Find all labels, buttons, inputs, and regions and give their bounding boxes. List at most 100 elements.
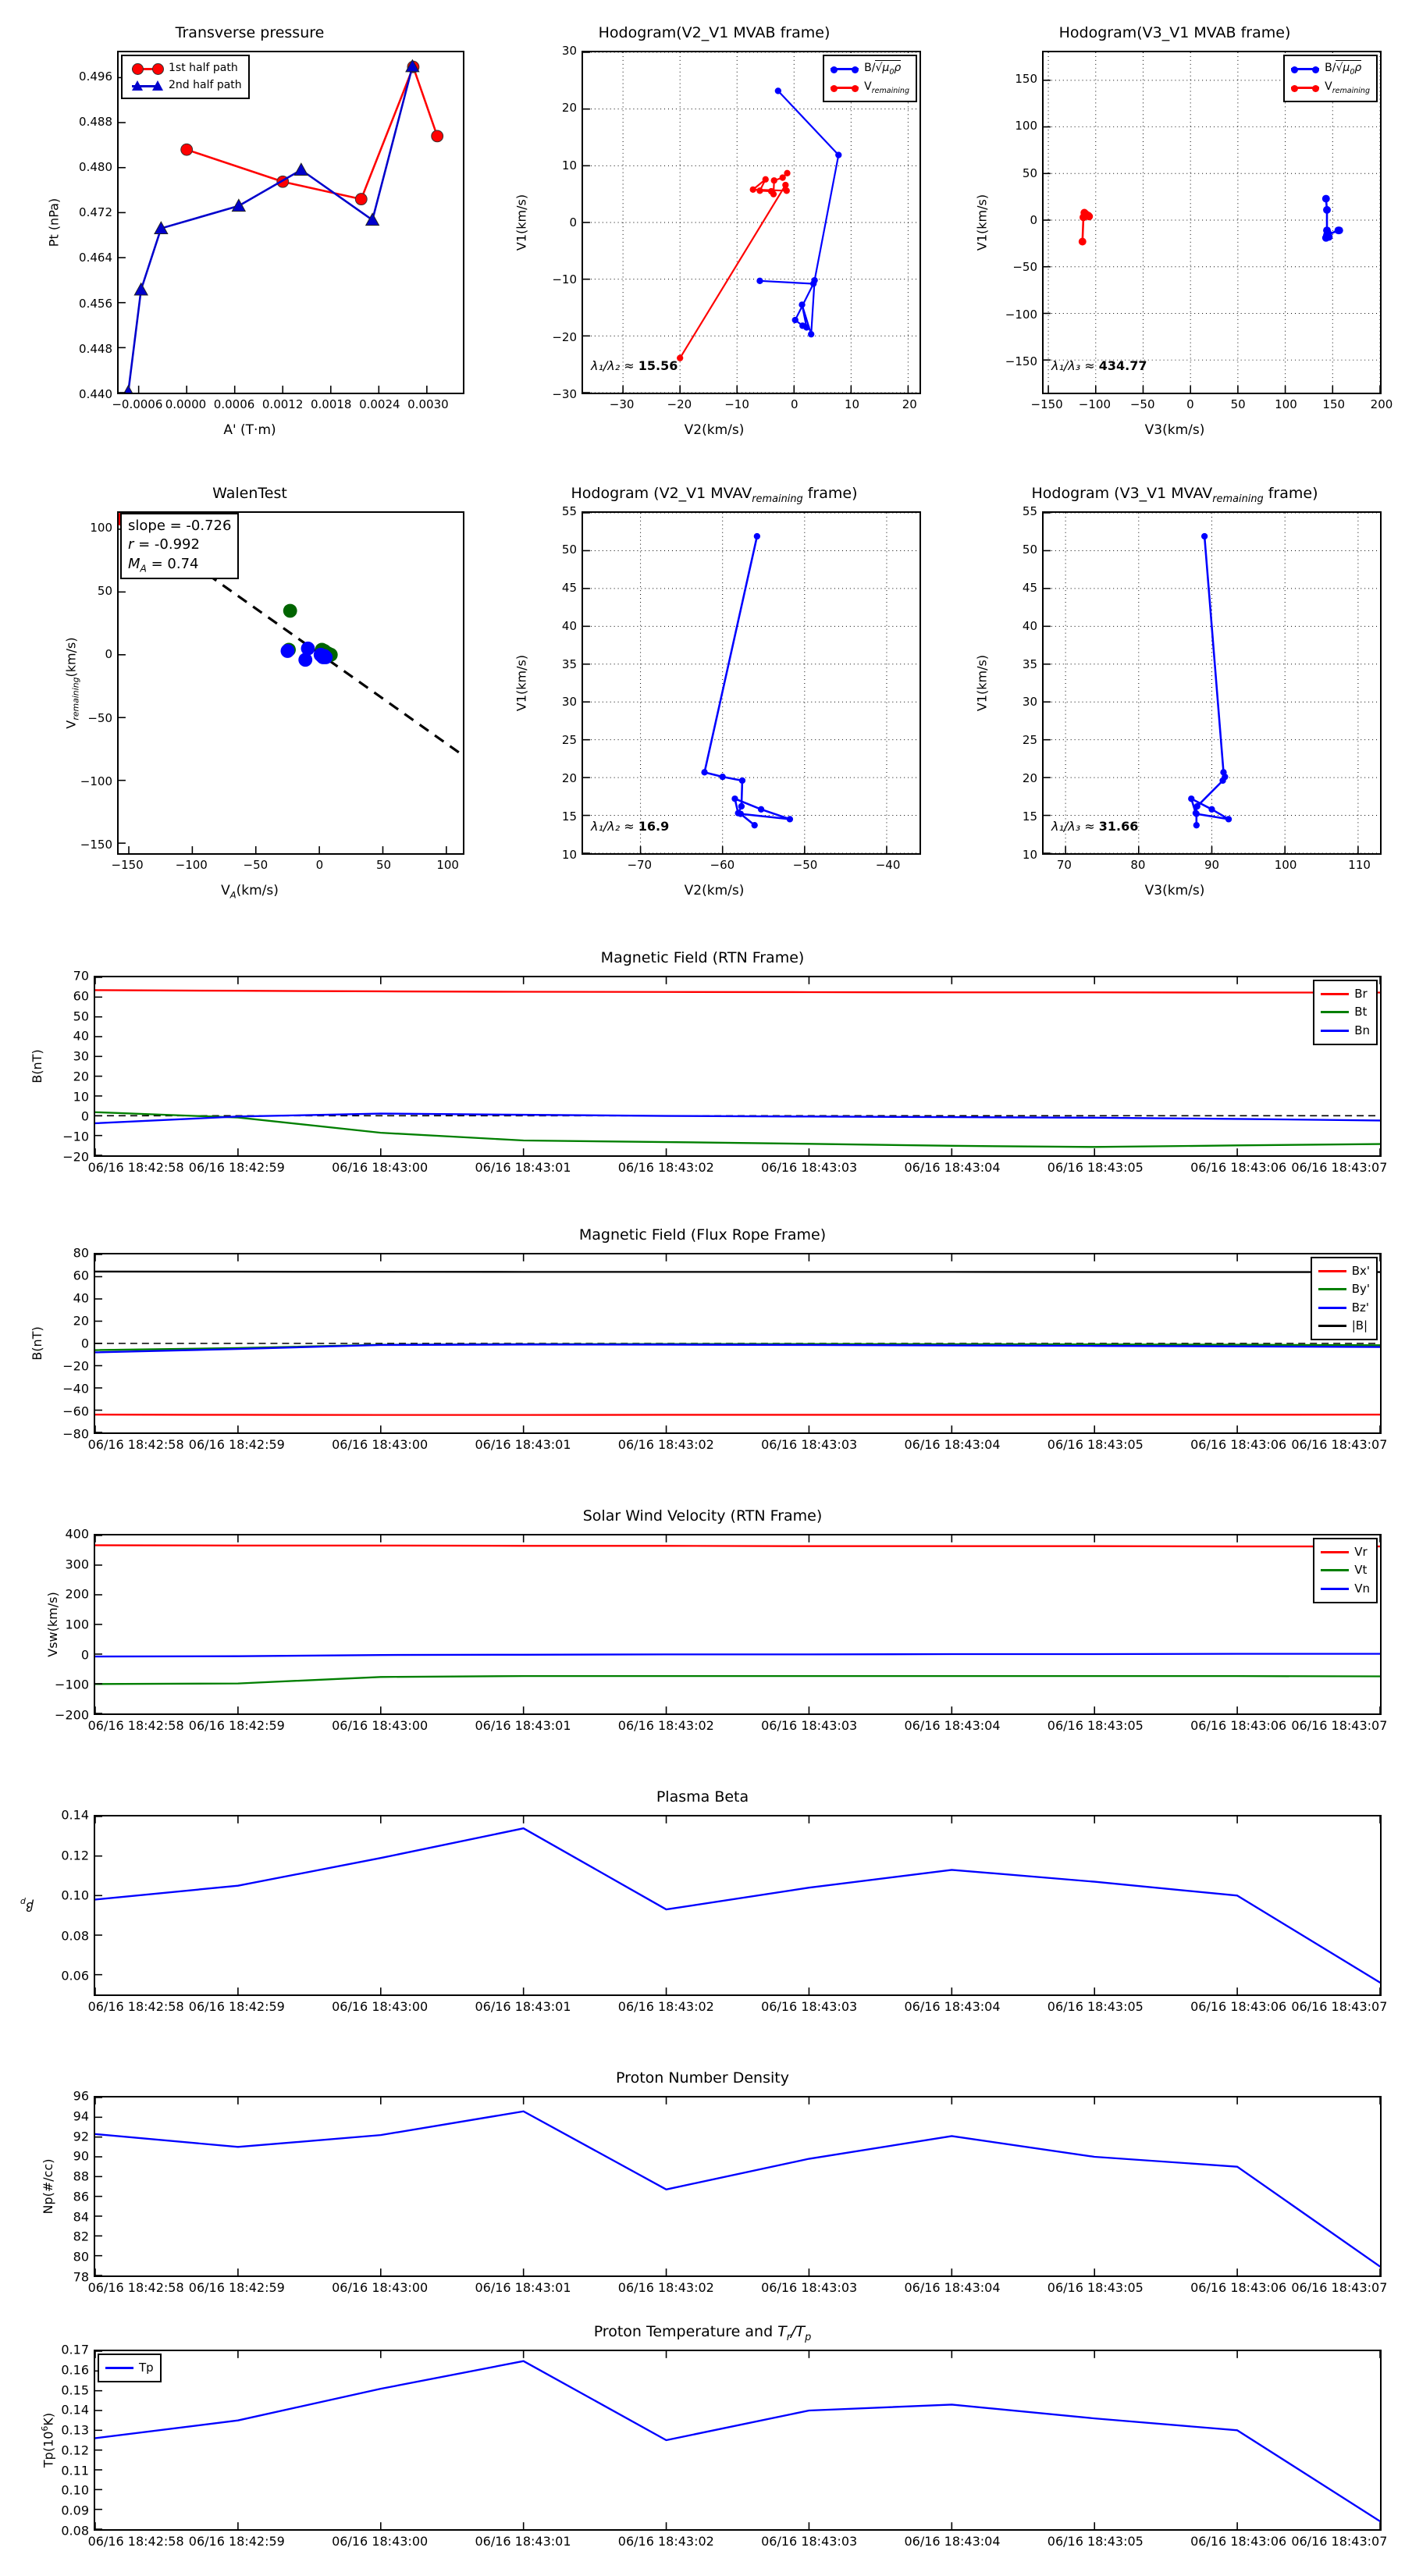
proton-number-density-panel-plot-area bbox=[94, 2096, 1382, 2277]
walen-test-panel-ytick: 100 bbox=[90, 521, 112, 535]
plasma-beta-panel-xtick: 06/16 18:43:05 bbox=[1047, 1999, 1144, 2014]
proton-number-density-panel-xtick: 06/16 18:43:01 bbox=[475, 2280, 571, 2295]
solar-wind-velocity-rtn-panel-series-1 bbox=[95, 1674, 1380, 1685]
hodogram-v3v1-mvab-panel-series-0 bbox=[1321, 194, 1343, 242]
proton-number-density-panel-xtick: 06/16 18:43:03 bbox=[761, 2280, 858, 2295]
proton-number-density-panel-xtick: 06/16 18:42:58 bbox=[87, 2280, 184, 2295]
hodogram-v2v1-mvab-panel-ytick: 10 bbox=[561, 158, 577, 173]
hodogram-v2v1-mvav-panel-xtick: −60 bbox=[710, 858, 735, 872]
solar-wind-velocity-rtn-panel-legend-item: Vr bbox=[1321, 1543, 1370, 1561]
transverse-pressure-panel-xlabel: A' (T·m) bbox=[223, 422, 276, 438]
hodogram-v2v1-mvab-panel-xtick: 10 bbox=[844, 397, 860, 411]
legend-line-swatch bbox=[1318, 1324, 1346, 1327]
walen-test-panel-xtick: −150 bbox=[111, 858, 144, 872]
transverse-pressure-panel-xtick: 0.0024 bbox=[359, 397, 400, 411]
legend-label: 1st half path bbox=[169, 62, 238, 74]
magnetic-field-rtn-panel-xtick: 06/16 18:43:04 bbox=[904, 1160, 1001, 1175]
hodogram-v3v1-mvav-panel-ytick: 15 bbox=[1022, 809, 1037, 824]
proton-number-density-panel-xtick: 06/16 18:43:04 bbox=[904, 2280, 1001, 2295]
hodogram-v3v1-mvav-panel-ytick: 10 bbox=[1022, 848, 1037, 862]
solar-wind-velocity-rtn-panel-ytick: 0 bbox=[80, 1647, 89, 1663]
proton-temperature-panel-xtick: 06/16 18:43:05 bbox=[1047, 2534, 1144, 2549]
legend-label: Bt bbox=[1354, 1005, 1368, 1019]
magnetic-field-flux-rope-panel-legend-item: |B| bbox=[1318, 1317, 1370, 1335]
hodogram-v2v1-mvab-panel-plot-area bbox=[582, 51, 921, 394]
hodogram-v3v1-mvav-panel-ytick: 35 bbox=[1022, 656, 1037, 671]
magnetic-field-flux-rope-panel-xtick: 06/16 18:43:06 bbox=[1190, 1437, 1287, 1452]
solar-wind-velocity-rtn-panel-series-0 bbox=[95, 1544, 1380, 1548]
transverse-pressure-panel-xtick: 0.0006 bbox=[213, 397, 255, 411]
proton-temperature-panel-xtick: 06/16 18:43:07 bbox=[1291, 2534, 1388, 2549]
magnetic-field-rtn-panel-ytick: 10 bbox=[73, 1089, 89, 1105]
hodogram-v3v1-mvav-panel-xlabel: V3(km/s) bbox=[1144, 883, 1205, 898]
hodogram-v2v1-mvav-panel-series-0 bbox=[701, 532, 794, 829]
magnetic-field-rtn-panel-xtick: 06/16 18:42:59 bbox=[188, 1160, 285, 1175]
hodogram-v3v1-mvav-panel-xtick: 110 bbox=[1348, 858, 1371, 872]
hodogram-v3v1-mvab-panel-xtick: 50 bbox=[1230, 397, 1246, 411]
hodogram-v3v1-mvav-panel-ytick: 20 bbox=[1022, 771, 1037, 786]
magnetic-field-rtn-panel-legend-item: Bn bbox=[1321, 1022, 1370, 1040]
solar-wind-velocity-rtn-panel-ytick: 300 bbox=[65, 1557, 89, 1572]
hodogram-v3v1-mvab-panel-ytick: −100 bbox=[1005, 307, 1037, 322]
walen-test-panel-ytick: 0 bbox=[105, 647, 112, 662]
solar-wind-velocity-rtn-panel-xtick: 06/16 18:43:02 bbox=[617, 1718, 714, 1733]
solar-wind-velocity-rtn-panel-xtick: 06/16 18:43:07 bbox=[1291, 1718, 1388, 1733]
solar-wind-velocity-rtn-panel-xtick: 06/16 18:43:06 bbox=[1190, 1718, 1287, 1733]
magnetic-field-rtn-panel-plot-area bbox=[94, 976, 1382, 1157]
hodogram-v3v1-mvav-panel-ytick: 30 bbox=[1022, 695, 1037, 710]
hodogram-v3v1-mvab-panel-ytick: 150 bbox=[1015, 72, 1037, 87]
legend-label: Bn bbox=[1354, 1023, 1370, 1037]
hodogram-v3v1-mvab-panel-ytick: 100 bbox=[1015, 119, 1037, 133]
proton-temperature-panel-legend-item: Tp bbox=[105, 2359, 154, 2377]
proton-number-density-panel-xtick: 06/16 18:42:59 bbox=[188, 2280, 285, 2295]
legend-line-swatch bbox=[1321, 1551, 1350, 1554]
hodogram-v2v1-mvav-panel-xtick: −40 bbox=[875, 858, 901, 872]
magnetic-field-rtn-panel-xtick: 06/16 18:43:01 bbox=[475, 1160, 571, 1175]
hodogram-v2v1-mvab-panel-ytick: −20 bbox=[552, 329, 577, 344]
hodogram-v3v1-mvav-panel-xtick: 70 bbox=[1056, 858, 1072, 872]
hodogram-v3v1-mvab-panel-legend-item: Vremaining bbox=[1291, 79, 1370, 98]
hodogram-v3v1-mvav-panel-lambda-annotation: λ₁/λ₃ ≈ 31.66 bbox=[1051, 819, 1139, 834]
walen-test-panel-title: WalenTest bbox=[212, 485, 287, 502]
hodogram-v2v1-mvab-panel-ylabel: V1(km/s) bbox=[514, 194, 529, 251]
magnetic-field-flux-rope-panel-title: Magnetic Field (Flux Rope Frame) bbox=[578, 1226, 827, 1244]
solar-wind-velocity-rtn-panel-xtick: 06/16 18:42:59 bbox=[188, 1718, 285, 1733]
magnetic-field-rtn-panel-ytick: 60 bbox=[73, 988, 89, 1004]
proton-temperature-panel-ytick: 0.10 bbox=[61, 2482, 89, 2498]
proton-temperature-panel-xtick: 06/16 18:43:01 bbox=[475, 2534, 571, 2549]
plasma-beta-panel-xtick: 06/16 18:43:00 bbox=[332, 1999, 429, 2014]
proton-number-density-panel-series-0 bbox=[95, 2110, 1380, 2268]
hodogram-v2v1-mvav-panel-y-ticks: 10 15 20 25 30 35 40 45 50 55 bbox=[484, 504, 582, 862]
magnetic-field-rtn-panel-xtick: 06/16 18:43:03 bbox=[761, 1160, 858, 1175]
proton-number-density-panel-xtick: 06/16 18:43:06 bbox=[1190, 2280, 1287, 2295]
legend-label: Vremaining bbox=[1325, 80, 1370, 95]
plasma-beta-panel-ytick: 0.08 bbox=[61, 1928, 89, 1944]
magnetic-field-rtn-panel-ytick: 0 bbox=[80, 1108, 89, 1124]
legend-label: Vn bbox=[1354, 1581, 1370, 1596]
hodogram-v2v1-mvab-panel-ytick: −30 bbox=[552, 387, 577, 401]
proton-temperature-panel-ytick: 0.08 bbox=[61, 2523, 89, 2539]
walen-test-panel-xtick: 50 bbox=[376, 858, 392, 872]
hodogram-v3v1-mvav-panel-ytick: 50 bbox=[1022, 542, 1037, 557]
legend-label: B/√μ0ρ bbox=[864, 60, 902, 76]
proton-temperature-panel-xtick: 06/16 18:43:03 bbox=[761, 2534, 858, 2549]
legend-label: Tp bbox=[139, 2361, 154, 2375]
walen-test-panel-ytick: −100 bbox=[80, 774, 112, 788]
proton-number-density-panel-xtick: 06/16 18:43:02 bbox=[617, 2280, 714, 2295]
proton-temperature-panel-y-ticks: 0.08 0.09 0.10 0.11 0.12 0.13 0.14 0.15 0.16 0.17 bbox=[0, 2343, 94, 2539]
hodogram-v3v1-mvav-panel-ytick: 40 bbox=[1022, 618, 1037, 633]
walen-test-panel-stats-box: slope = -0.726 r = -0.992 MA = 0.74 bbox=[120, 513, 240, 579]
proton-temperature-panel-ytick: 0.12 bbox=[61, 2443, 89, 2458]
hodogram-v2v1-mvab-panel-ytick: 0 bbox=[569, 215, 577, 229]
magnetic-field-flux-rope-panel-ytick: 0 bbox=[80, 1336, 89, 1351]
magnetic-field-rtn-panel-y-ticks: −20 −10 0 10 20 30 40 50 60 70 bbox=[0, 969, 94, 1165]
magnetic-field-flux-rope-panel-legend-item: By' bbox=[1318, 1280, 1370, 1298]
hodogram-v2v1-mvav-panel-xlabel: V2(km/s) bbox=[684, 883, 745, 898]
proton-temperature-panel-legend: Tp bbox=[98, 2354, 162, 2383]
hodogram-v3v1-mvav-panel-xtick: 90 bbox=[1204, 858, 1220, 872]
proton-number-density-panel-ylabel: Np(#/cc) bbox=[41, 2158, 55, 2215]
plasma-beta-panel-ytick: 0.06 bbox=[61, 1968, 89, 1984]
hodogram-v3v1-mvav-panel-ylabel: V1(km/s) bbox=[974, 654, 990, 712]
magnetic-field-rtn-panel-ytick: −20 bbox=[62, 1149, 89, 1165]
hodogram-v3v1-mvab-panel-ytick: −50 bbox=[1012, 260, 1037, 275]
